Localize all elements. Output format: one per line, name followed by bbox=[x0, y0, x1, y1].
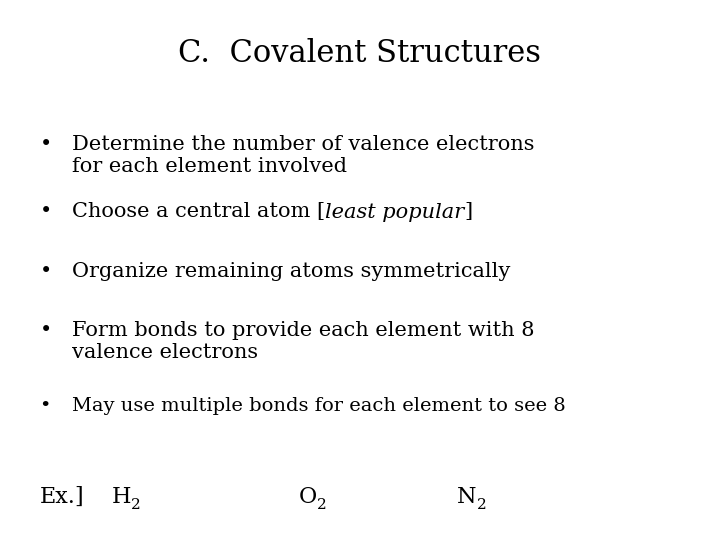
Text: Organize remaining atoms symmetrically: Organize remaining atoms symmetrically bbox=[72, 262, 510, 281]
Text: O: O bbox=[299, 486, 317, 508]
Text: •: • bbox=[40, 262, 52, 281]
Text: Choose a central atom [: Choose a central atom [ bbox=[72, 202, 325, 221]
Text: •: • bbox=[40, 202, 52, 221]
Text: •: • bbox=[40, 397, 51, 415]
Text: Ex.]: Ex.] bbox=[40, 486, 84, 508]
Text: H: H bbox=[112, 486, 131, 508]
Text: •: • bbox=[40, 135, 52, 154]
Text: 2: 2 bbox=[131, 498, 141, 512]
Text: 2: 2 bbox=[317, 498, 327, 512]
Text: 2: 2 bbox=[477, 498, 487, 512]
Text: C.  Covalent Structures: C. Covalent Structures bbox=[179, 38, 541, 69]
Text: Determine the number of valence electrons
for each element involved: Determine the number of valence electron… bbox=[72, 135, 534, 176]
Text: May use multiple bonds for each element to see 8: May use multiple bonds for each element … bbox=[72, 397, 566, 415]
Text: least popular: least popular bbox=[325, 202, 464, 221]
Text: Form bonds to provide each element with 8
valence electrons: Form bonds to provide each element with … bbox=[72, 321, 534, 362]
Text: •: • bbox=[40, 321, 52, 340]
Text: ]: ] bbox=[464, 202, 472, 221]
Text: N: N bbox=[457, 486, 477, 508]
